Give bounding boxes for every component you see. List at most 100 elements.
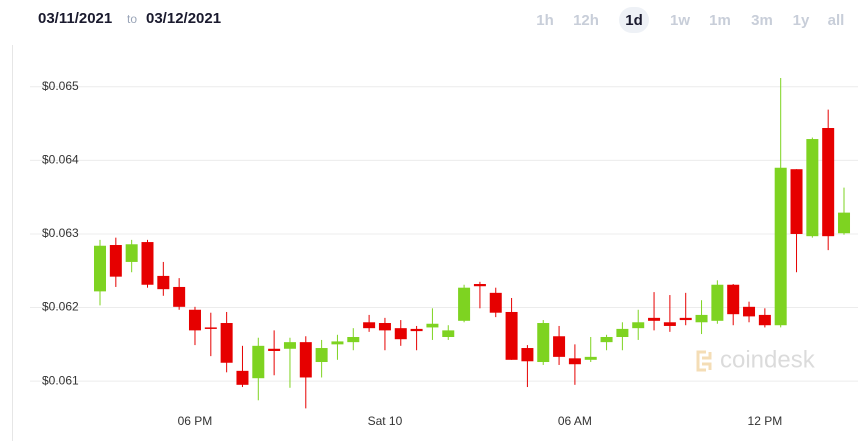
candle: [584, 336, 597, 363]
candle: [378, 317, 391, 351]
candle-body: [806, 139, 819, 237]
candle-body: [442, 330, 455, 337]
candle-body: [236, 370, 249, 385]
candle: [553, 325, 566, 365]
range-button[interactable]: 1d: [625, 12, 643, 29]
candle-body: [838, 212, 851, 234]
candle-body: [632, 322, 645, 329]
candle: [363, 314, 376, 332]
candle-body: [505, 311, 518, 360]
candle-body: [521, 348, 534, 362]
range-button[interactable]: all: [828, 12, 845, 29]
candle: [505, 297, 518, 360]
candle-body: [252, 345, 265, 379]
candle-body: [600, 336, 613, 343]
range-button[interactable]: 1y: [793, 12, 810, 29]
range-button[interactable]: 1w: [670, 12, 690, 29]
candle: [204, 312, 217, 357]
candle-body: [94, 245, 106, 292]
candle-body: [220, 323, 233, 363]
candle: [394, 320, 407, 346]
candle: [442, 325, 455, 340]
range-button[interactable]: 1h: [536, 12, 554, 29]
candle: [537, 320, 550, 365]
candle-body: [157, 275, 170, 290]
candle-body: [363, 322, 376, 329]
candle-body: [774, 167, 787, 326]
candle: [188, 306, 201, 346]
y-tick-label: $0.064: [42, 153, 79, 167]
candle: [315, 339, 328, 378]
candle: [283, 337, 296, 388]
x-tick-label: Sat 10: [368, 414, 403, 428]
y-tick-label: $0.065: [42, 79, 79, 93]
candle: [458, 284, 471, 323]
candle-body: [711, 284, 724, 321]
candle: [822, 109, 835, 251]
candle-body: [489, 292, 502, 313]
candle-body: [426, 323, 439, 328]
x-tick-label: 06 PM: [178, 414, 213, 428]
candle-body: [331, 341, 344, 345]
candle: [838, 187, 851, 235]
candle: [109, 237, 122, 287]
candle-body: [109, 245, 122, 277]
candle-body: [695, 314, 708, 323]
candle: [632, 309, 645, 340]
candle: [347, 328, 360, 351]
candle-body: [410, 328, 423, 332]
watermark: coindesk: [696, 346, 816, 373]
range-button-bg: [619, 7, 649, 33]
candle-body: [758, 314, 771, 326]
candle: [157, 261, 170, 296]
candle-body: [188, 309, 201, 331]
candle: [236, 345, 249, 388]
candle-body: [204, 327, 217, 329]
candle-body: [648, 317, 661, 321]
candle-body: [268, 348, 281, 351]
candle: [220, 311, 233, 373]
candle-body: [347, 336, 360, 343]
x-tick-label: 12 PM: [748, 414, 783, 428]
candle: [252, 337, 265, 401]
x-tick-label: 06 AM: [558, 414, 592, 428]
candle: [331, 334, 344, 360]
candle: [806, 137, 819, 238]
candle: [695, 300, 708, 335]
candle: [600, 334, 613, 351]
candle: [489, 287, 502, 318]
candle: [521, 345, 534, 388]
candle: [758, 308, 771, 328]
candle: [648, 292, 661, 331]
candle: [790, 169, 803, 273]
candle-body: [283, 342, 296, 349]
candle: [616, 322, 629, 351]
range-button[interactable]: 12h: [573, 12, 599, 29]
candle-body: [141, 242, 154, 285]
candle-body: [473, 284, 486, 287]
range-button[interactable]: 3m: [751, 12, 773, 29]
candle-body: [663, 322, 676, 326]
range-button[interactable]: 1m: [709, 12, 731, 29]
date-from: 03/11/2021: [38, 10, 112, 27]
candle: [125, 239, 138, 273]
candle: [141, 239, 154, 288]
candle-body: [537, 323, 550, 363]
date-to: 03/12/2021: [146, 10, 221, 27]
candle: [173, 278, 186, 310]
candle-body: [553, 336, 566, 357]
y-tick-label: $0.061: [42, 373, 79, 387]
candle: [299, 336, 312, 409]
candle-body: [458, 287, 471, 321]
candle-body: [790, 169, 803, 234]
watermark-text: coindesk: [720, 346, 816, 373]
candle-body: [568, 358, 581, 365]
candle: [268, 330, 281, 376]
candle-body: [822, 128, 835, 237]
candle: [727, 284, 740, 326]
candle-body: [378, 323, 391, 331]
candle-body: [173, 286, 186, 307]
candle-body: [679, 317, 692, 321]
candle: [426, 308, 439, 340]
